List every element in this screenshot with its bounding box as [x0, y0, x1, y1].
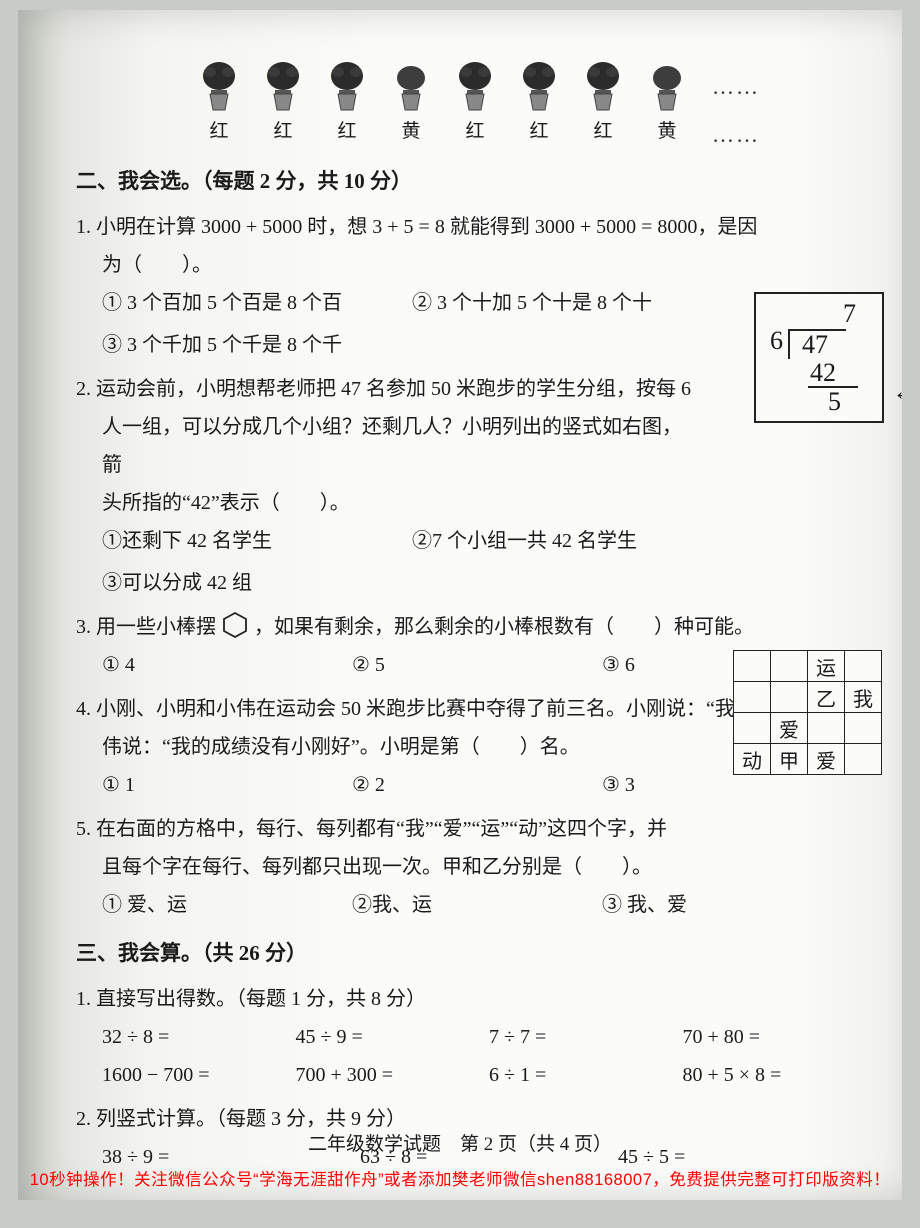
calc-row-1: 32 ÷ 8 = 45 ÷ 9 = 7 ÷ 7 = 70 + 80 = [76, 1018, 876, 1056]
grid-cell [771, 651, 808, 682]
plant-5 [452, 60, 498, 114]
grid-cell: 我 [845, 682, 882, 713]
division-remainder: 5 [770, 388, 874, 415]
calc-4: 70 + 80 = [683, 1018, 877, 1056]
plant-dots: …… [712, 66, 760, 108]
section-2-title: 二、我会选。（每题 2 分，共 10 分） [76, 162, 876, 202]
division-product: 42 [770, 359, 874, 386]
plant-row: …… [196, 60, 876, 114]
q3-stem-b: ，如果有剩余，那么剩余的小棒根数有（ ）种可能。 [254, 616, 754, 638]
grid-cell [808, 713, 845, 744]
q3-stem-a: 3. 用一些小棒摆 [76, 616, 216, 638]
q1-opt1: ① 3 个百加 5 个百是 8 个百 [102, 284, 362, 322]
content-area: …… 红 红 红 黄 红 红 红 黄 …… 二、我会选。（每题 2 分，共 10… [76, 60, 876, 1176]
q5-body: 5. 在右面的方格中，每行、每列都有“我”“爱”“运”“动”这四个字，并 且每个… [76, 810, 696, 886]
q2-stem-b: 人一组，可以分成几个小组？还剩几人？小明列出的竖式如右图，箭 [76, 408, 696, 484]
q5-opt3: ③ 我、爱 [602, 886, 712, 924]
q5-grid: 运 乙 我 爱 动 甲 爱 [733, 650, 882, 775]
q3-opt1: ① 4 [102, 646, 302, 684]
plant-7 [580, 60, 626, 114]
division-frame: 7 6 47 42 5 [754, 292, 884, 423]
worksheet-page: …… 红 红 红 黄 红 红 红 黄 …… 二、我会选。（每题 2 分，共 10… [18, 10, 902, 1200]
q5-opt1: ① 爱、运 [102, 886, 302, 924]
q1-opt2: ② 3 个十加 5 个十是 8 个十 [412, 284, 672, 322]
grid-cell [845, 713, 882, 744]
hexagon-icon [221, 611, 249, 639]
plant-6 [516, 60, 562, 114]
plant-8 [644, 60, 690, 114]
q2-options: ①还剩下 42 名学生 ②7 个小组一共 42 名学生 ③可以分成 42 组 [76, 522, 876, 602]
q2-stem-a: 2. 运动会前，小明想帮老师把 47 名参加 50 米跑步的学生分组，按每 6 [76, 378, 691, 400]
grid-cell: 动 [734, 744, 771, 775]
section-3-title: 三、我会算。（共 26 分） [76, 934, 876, 974]
q5-stem-a: 5. 在右面的方格中，每行、每列都有“我”“爱”“运”“动”这四个字，并 [76, 818, 667, 840]
q1-stem-a: 1. 小明在计算 3000 + 5000 时，想 3 + 5 = 8 就能得到 … [76, 216, 757, 238]
calc-2: 45 ÷ 9 = [296, 1018, 490, 1056]
division-dividend: 47 [788, 329, 846, 358]
s3-sub2-title: 2. 列竖式计算。（每题 3 分，共 9 分） [76, 1108, 406, 1130]
q5-options: ① 爱、运 ②我、运 ③ 我、爱 [76, 886, 876, 924]
plant-labels: 红 红 红 黄 红 红 红 黄 …… [196, 114, 876, 156]
q5-stem-b: 且每个字在每行、每列都只出现一次。甲和乙分别是（ ）。 [76, 848, 696, 886]
s3-sub1: 1. 直接写出得数。（每题 1 分，共 8 分） 32 ÷ 8 = 45 ÷ 9… [76, 980, 876, 1094]
calc-5: 1600 − 700 = [102, 1056, 296, 1094]
page-footer: 二年级数学试题 第 2 页（共 4 页） [18, 1129, 902, 1156]
grid-cell: 运 [808, 651, 845, 682]
q3-opt2: ② 5 [352, 646, 552, 684]
plant-label: 黄 [388, 114, 434, 156]
q1-stem-b: 为（ ）。 [76, 246, 876, 284]
grid-cell [845, 651, 882, 682]
calc-row-2: 1600 − 700 = 700 + 300 = 6 ÷ 1 = 80 + 5 … [76, 1056, 876, 1094]
q2-opt1: ①还剩下 42 名学生 [102, 522, 362, 560]
question-5: 5. 在右面的方格中，每行、每列都有“我”“爱”“运”“动”这四个字，并 且每个… [76, 810, 876, 924]
plant-label: 红 [196, 114, 242, 156]
division-quotient: 7 [770, 300, 874, 327]
grid-cell: 爱 [808, 744, 845, 775]
calc-6: 700 + 300 = [296, 1056, 490, 1094]
plant-2 [260, 60, 306, 114]
grid-cell: 爱 [771, 713, 808, 744]
arrow-icon: ← [892, 378, 902, 405]
plant-1 [196, 60, 242, 114]
grid-cell: 甲 [771, 744, 808, 775]
grid-cell [734, 651, 771, 682]
q2-opt3: ③可以分成 42 组 [102, 564, 362, 602]
q2-opt2: ②7 个小组一共 42 名学生 [412, 522, 672, 560]
plant-label: 黄 [644, 114, 690, 156]
long-division-figure: 7 6 47 42 5 ← [754, 292, 884, 423]
plant-label: 红 [324, 114, 370, 156]
plant-label: 红 [452, 114, 498, 156]
q5-opt2: ②我、运 [352, 886, 552, 924]
grid-cell [845, 744, 882, 775]
q3-opt3: ③ 6 [602, 646, 712, 684]
calc-7: 6 ÷ 1 = [489, 1056, 683, 1094]
plant-3 [324, 60, 370, 114]
label-dots: …… [712, 114, 760, 156]
plant-label: 红 [516, 114, 562, 156]
q4-opt2: ② 2 [352, 766, 552, 804]
plant-illustration: …… 红 红 红 黄 红 红 红 黄 …… [196, 60, 876, 156]
q2-stem-c: 头所指的“42”表示（ ）。 [76, 484, 696, 522]
grid-cell [734, 682, 771, 713]
grid-cell [771, 682, 808, 713]
plant-4 [388, 60, 434, 114]
q4-opt1: ① 1 [102, 766, 302, 804]
watermark-text: 10秒钟操作！关注微信公众号“学海无涯甜作舟”或者添加樊老师微信shen8816… [18, 1166, 902, 1190]
q2-body: 2. 运动会前，小明想帮老师把 47 名参加 50 米跑步的学生分组，按每 6 … [76, 370, 696, 522]
plant-label: 红 [580, 114, 626, 156]
calc-3: 7 ÷ 7 = [489, 1018, 683, 1056]
s3-sub1-title: 1. 直接写出得数。（每题 1 分，共 8 分） [76, 988, 426, 1010]
division-divisor: 6 [770, 327, 788, 354]
q4-opt3: ③ 3 [602, 766, 712, 804]
calc-8: 80 + 5 × 8 = [683, 1056, 877, 1094]
q1-opt3: ③ 3 个千加 5 个千是 8 个千 [102, 326, 362, 364]
plant-label: 红 [260, 114, 306, 156]
grid-cell [734, 713, 771, 744]
grid-cell: 乙 [808, 682, 845, 713]
calc-1: 32 ÷ 8 = [102, 1018, 296, 1056]
